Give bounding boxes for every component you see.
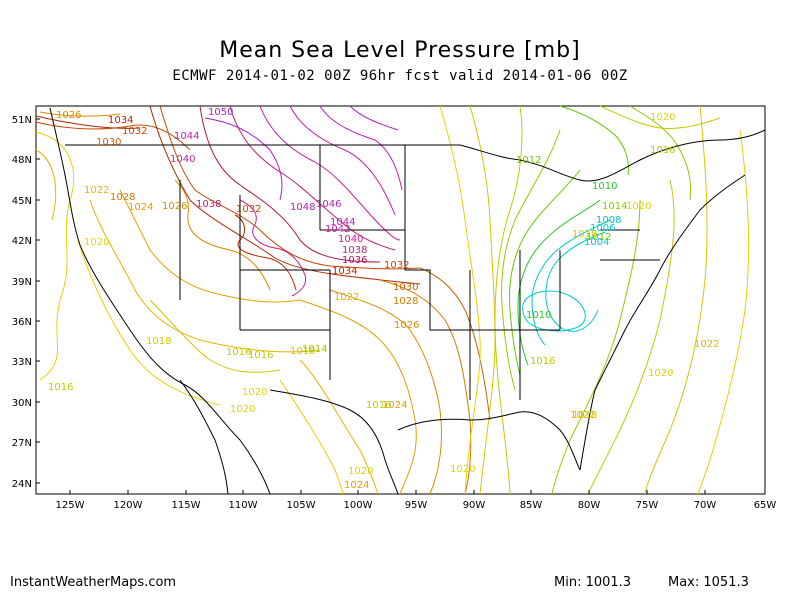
lat-tick-label: 42N (12, 236, 32, 247)
lon-tick-label: 80W (578, 500, 601, 511)
lon-tick-label: 110W (229, 500, 258, 511)
contour-label: 1010 (592, 181, 617, 192)
isobar-field (35, 105, 750, 495)
contour-label: 1012 (586, 232, 611, 243)
contour-label: 1044 (330, 217, 355, 228)
lon-tick-label: 90W (463, 500, 486, 511)
contour-label: 1040 (170, 154, 195, 165)
latitude-ticks: 51N 48N 45N 42N 39N 36N 33N 30N 27N 24N (12, 115, 40, 490)
lon-tick-label: 75W (636, 500, 659, 511)
contour-label: 1006 (590, 223, 615, 234)
boundaries (49, 107, 766, 495)
contour-label: 1018 (572, 229, 597, 240)
contour-label: 1022 (84, 185, 109, 196)
contour-label: 1032 (384, 260, 409, 271)
contour-label: 1018 (146, 336, 171, 347)
contour-label: 1022 (334, 292, 359, 303)
contour-label: 1020 (650, 112, 675, 123)
contour-label: 1030 (96, 137, 121, 148)
lon-tick-label: 100W (344, 500, 373, 511)
contour-label: 1016 (530, 356, 555, 367)
contour-label: 1014 (602, 201, 627, 212)
contour-label: 1026 (162, 201, 187, 212)
contour-label: 1022 (694, 339, 719, 350)
map-subtitle: ECMWF 2014-01-02 00Z 96hr fcst valid 201… (172, 68, 628, 84)
lon-tick-label: 115W (172, 500, 201, 511)
contour-label: 1030 (393, 282, 418, 293)
lat-tick-label: 27N (12, 438, 32, 449)
lat-tick-label: 33N (12, 357, 32, 368)
min-value: Min: 1001.3 (554, 575, 632, 590)
contour-label: 1026 (394, 320, 419, 331)
contour-label: 1020 (242, 387, 267, 398)
contour-label: 1042 (325, 224, 350, 235)
contour-label: 1044 (174, 131, 199, 142)
contour-label: 1020 (648, 368, 673, 379)
contour-label: 1014 (302, 344, 327, 355)
contour-label: 1022 (570, 410, 595, 421)
contour-label: 1008 (596, 215, 621, 226)
contour-label: 1028 (393, 296, 418, 307)
contour-label: 1024 (382, 400, 407, 411)
contour-label: 1038 (342, 245, 367, 256)
lon-tick-label: 65W (754, 500, 777, 511)
contour-label: 1020 (230, 404, 255, 415)
contour-label: 1050 (208, 107, 233, 118)
contour-label: 1048 (290, 202, 315, 213)
lat-tick-label: 30N (12, 398, 32, 409)
contour-label: 1036 (342, 255, 367, 266)
contour-label: 1018 (572, 410, 597, 421)
lon-tick-label: 125W (56, 500, 85, 511)
contour-label: 1038 (196, 199, 221, 210)
contour-label: 1016 (226, 347, 251, 358)
lon-tick-label: 95W (405, 500, 428, 511)
contour-label: 1016 (48, 382, 73, 393)
contour-label: 1040 (338, 234, 363, 245)
max-value: Max: 1051.3 (668, 575, 749, 590)
lon-tick-label: 120W (114, 500, 143, 511)
contour-label: 1004 (584, 237, 609, 248)
contour-label: 1046 (316, 199, 341, 210)
lon-tick-label: 70W (694, 500, 717, 511)
contour-label: 1028 (110, 192, 135, 203)
contour-label: 1020 (450, 464, 475, 475)
contour-label: 1034 (332, 266, 357, 277)
contour-label: 1020 (348, 466, 373, 477)
contour-label: 1018 (290, 346, 315, 357)
lat-tick-label: 36N (12, 317, 32, 328)
contour-label: 1020 (84, 237, 109, 248)
lon-tick-label: 105W (287, 500, 316, 511)
lon-tick-label: 85W (520, 500, 543, 511)
contour-label: 1016 (366, 400, 391, 411)
contour-label: 1032 (236, 204, 261, 215)
contour-label: 1024 (128, 202, 153, 213)
lat-tick-label: 24N (12, 479, 32, 490)
contour-label: 1012 (516, 155, 541, 166)
lat-tick-label: 45N (12, 196, 32, 207)
lat-tick-label: 48N (12, 155, 32, 166)
contour-label: 1010 (526, 310, 551, 321)
contour-label: 1024 (344, 480, 369, 491)
site-credit: InstantWeatherMaps.com (10, 575, 177, 590)
contour-label: 1020 (626, 201, 651, 212)
contour-label: 1016 (248, 350, 273, 361)
lat-tick-label: 51N (12, 115, 32, 126)
lat-tick-label: 39N (12, 277, 32, 288)
contour-label: 1032 (122, 126, 147, 137)
contour-labels: 1026 103410321030104410501040102210281024… (48, 107, 719, 491)
longitude-ticks: 125W 120W 115W 110W 105W 100W 95W 90W 85W 80W 75W 7… (56, 490, 777, 511)
contour-label: 1026 (56, 110, 81, 121)
contour-label: 1016 (650, 145, 675, 156)
map-title: Mean Sea Level Pressure [mb] (219, 38, 581, 63)
contour-label: 1034 (108, 115, 133, 126)
